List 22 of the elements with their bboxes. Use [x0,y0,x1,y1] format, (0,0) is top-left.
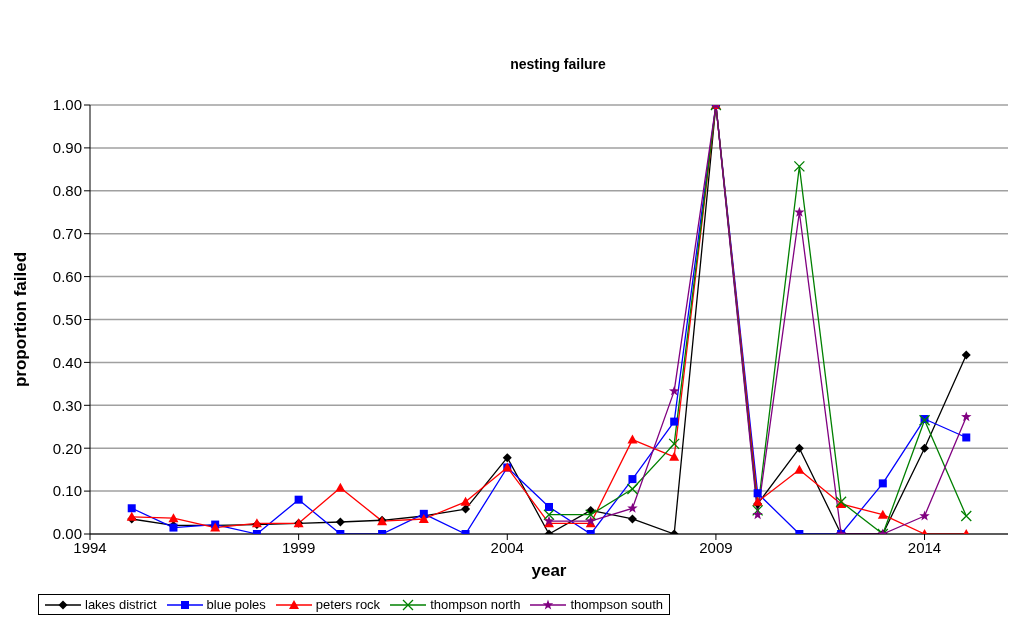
x-tick-label: 2014 [907,538,942,556]
legend-label: thompson north [429,597,521,612]
y-tick-label: 0.70 [52,225,82,243]
y-tick-label: 0.30 [52,396,82,414]
y-tick-label: 0.40 [52,353,82,371]
x-tick-label: 1999 [281,538,316,556]
chart-title: nesting failure [509,56,607,72]
y-tick-label: 0.90 [52,139,82,157]
legend-label: blue poles [205,597,266,612]
legend-label: thompson south [569,597,663,612]
x-tick-label: 2004 [490,538,524,556]
legend-label: lakes district [84,597,157,612]
y-tick-label: 0.20 [52,439,82,457]
x-axis-title: year [531,561,567,580]
y-tick-label: 0.50 [52,310,82,328]
y-axis-title: proportion failed [11,251,31,388]
y-tick-label: 0.60 [52,267,82,285]
y-tick-label: 1.00 [52,96,82,114]
legend-label: peters rock [314,597,381,612]
y-tick-label: 0.10 [52,482,82,500]
y-tick-label: 0.80 [52,182,82,200]
x-tick-label: 2009 [699,538,733,556]
